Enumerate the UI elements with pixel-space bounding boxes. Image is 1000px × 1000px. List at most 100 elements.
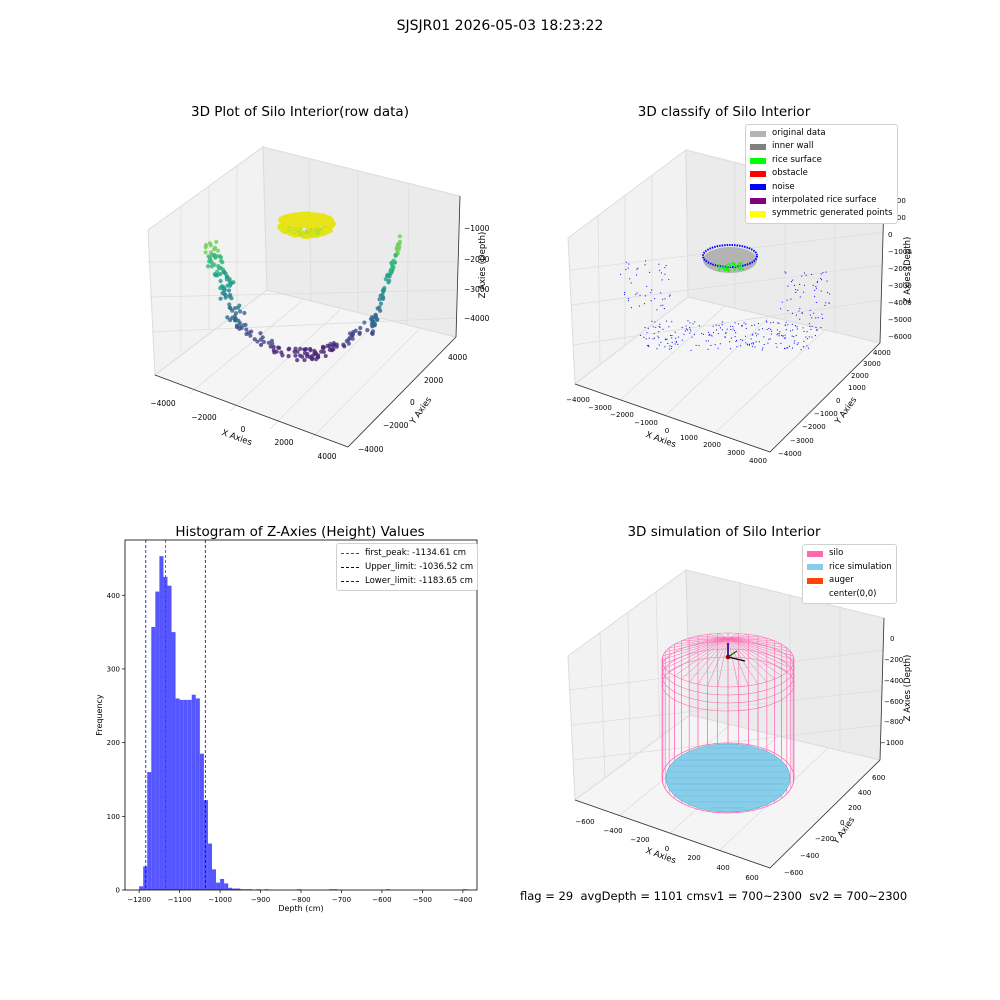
y-tick-label: 2000 bbox=[424, 376, 443, 385]
noise-point bbox=[654, 298, 656, 300]
raw-data-points bbox=[203, 211, 403, 363]
rice-surface-point bbox=[740, 262, 743, 265]
legend-entry: interpolated rice surface bbox=[750, 194, 893, 207]
y-tick-label: −2000 bbox=[383, 421, 409, 430]
x-tick-label: −1100 bbox=[168, 896, 192, 904]
noise-point bbox=[654, 337, 656, 339]
rice-surface-point bbox=[718, 269, 721, 272]
data-point bbox=[313, 350, 318, 355]
data-point bbox=[292, 349, 297, 354]
noise-point bbox=[745, 327, 747, 329]
noise-point bbox=[712, 332, 714, 334]
silo-roof-line bbox=[669, 637, 729, 673]
histogram-bar bbox=[203, 800, 208, 890]
noise-point bbox=[684, 330, 686, 332]
noise-point bbox=[811, 325, 813, 327]
noise-point bbox=[829, 293, 831, 295]
noise-point bbox=[681, 339, 683, 341]
legend-label: obstacle bbox=[772, 168, 808, 179]
histogram-bar bbox=[155, 591, 160, 890]
noise-point bbox=[652, 326, 654, 328]
data-point bbox=[270, 341, 275, 346]
noise-point bbox=[795, 334, 797, 336]
histogram-bar bbox=[151, 626, 156, 890]
data-point bbox=[386, 280, 391, 285]
noise-point bbox=[707, 348, 709, 350]
noise-point bbox=[778, 335, 780, 337]
noise-point bbox=[689, 326, 691, 328]
noise-point bbox=[658, 344, 660, 346]
data-point bbox=[362, 320, 367, 325]
data-point bbox=[315, 230, 321, 236]
noise-point bbox=[644, 264, 646, 266]
noise-point bbox=[662, 328, 664, 330]
data-point bbox=[351, 330, 356, 335]
histogram-vlines bbox=[145, 540, 206, 890]
noise-point bbox=[719, 343, 721, 345]
y-tick-label: −600 bbox=[784, 869, 803, 877]
noise-point bbox=[651, 320, 653, 322]
noise-point bbox=[748, 344, 750, 346]
rice-surface-point bbox=[718, 266, 721, 269]
legend-label: rice surface bbox=[772, 154, 822, 165]
noise-point bbox=[669, 294, 671, 296]
noise-point bbox=[734, 336, 736, 338]
noise-point bbox=[790, 298, 792, 300]
x-tick-label: 4000 bbox=[749, 457, 767, 465]
x-tick-label: 0 bbox=[241, 425, 246, 434]
y-tick-label: 1000 bbox=[848, 384, 866, 392]
noise-point bbox=[826, 291, 828, 293]
z-tick-label: −3000 bbox=[888, 282, 912, 290]
noise-point bbox=[736, 346, 738, 348]
grid-lines bbox=[569, 162, 885, 434]
z-axis-label: Z Axies (Depth) bbox=[903, 237, 913, 304]
noise-point bbox=[745, 342, 747, 344]
z-tick-label: −1000 bbox=[888, 248, 912, 256]
noise-point bbox=[766, 328, 768, 330]
histogram-bar bbox=[207, 843, 212, 890]
noise-point bbox=[795, 314, 797, 316]
y-tick-label: 0 bbox=[410, 398, 415, 407]
silo-base-ring bbox=[661, 742, 795, 814]
data-point bbox=[295, 358, 300, 363]
data-point bbox=[217, 254, 223, 259]
noise-point bbox=[805, 336, 807, 338]
rice-simulation-mesh bbox=[668, 747, 788, 809]
noise-point bbox=[732, 328, 734, 330]
rice-surface-point bbox=[736, 266, 739, 269]
noise-point bbox=[726, 328, 728, 330]
legend-entry: silo bbox=[807, 547, 892, 561]
legend-label: symmetric generated points bbox=[772, 208, 893, 219]
noise-point bbox=[769, 338, 771, 340]
noise-point bbox=[708, 333, 710, 335]
noise-point bbox=[649, 271, 651, 273]
rice-surface-point bbox=[739, 266, 742, 269]
legend-label: interpolated rice surface bbox=[772, 195, 877, 206]
silo-roof-line bbox=[689, 637, 729, 683]
data-point bbox=[380, 292, 385, 297]
data-point bbox=[244, 327, 249, 332]
noise-point bbox=[776, 334, 778, 336]
legend-swatch bbox=[750, 197, 766, 204]
z-axis-label: Z Axies (Depth) bbox=[903, 655, 913, 722]
data-point bbox=[395, 242, 400, 247]
noise-point bbox=[752, 342, 754, 344]
data-point bbox=[216, 265, 221, 271]
noise-point bbox=[820, 277, 822, 279]
noise-point bbox=[708, 334, 710, 336]
noise-point bbox=[797, 289, 799, 291]
noise-point bbox=[681, 326, 683, 328]
noise-point bbox=[792, 347, 794, 349]
x-tick-label: 0 bbox=[665, 845, 669, 853]
noise-point bbox=[787, 324, 789, 326]
rice-surface-point bbox=[738, 268, 741, 271]
histogram-title: Histogram of Z-Axies (Height) Values bbox=[175, 524, 425, 540]
data-point bbox=[327, 344, 332, 349]
x-tick-label: −700 bbox=[332, 896, 351, 904]
data-point bbox=[357, 331, 362, 336]
noise-point bbox=[757, 333, 759, 335]
noise-point bbox=[755, 335, 757, 337]
rice-surface-point bbox=[722, 267, 725, 270]
y-tick-label: 200 bbox=[848, 804, 861, 812]
histogram-bar bbox=[159, 556, 164, 890]
